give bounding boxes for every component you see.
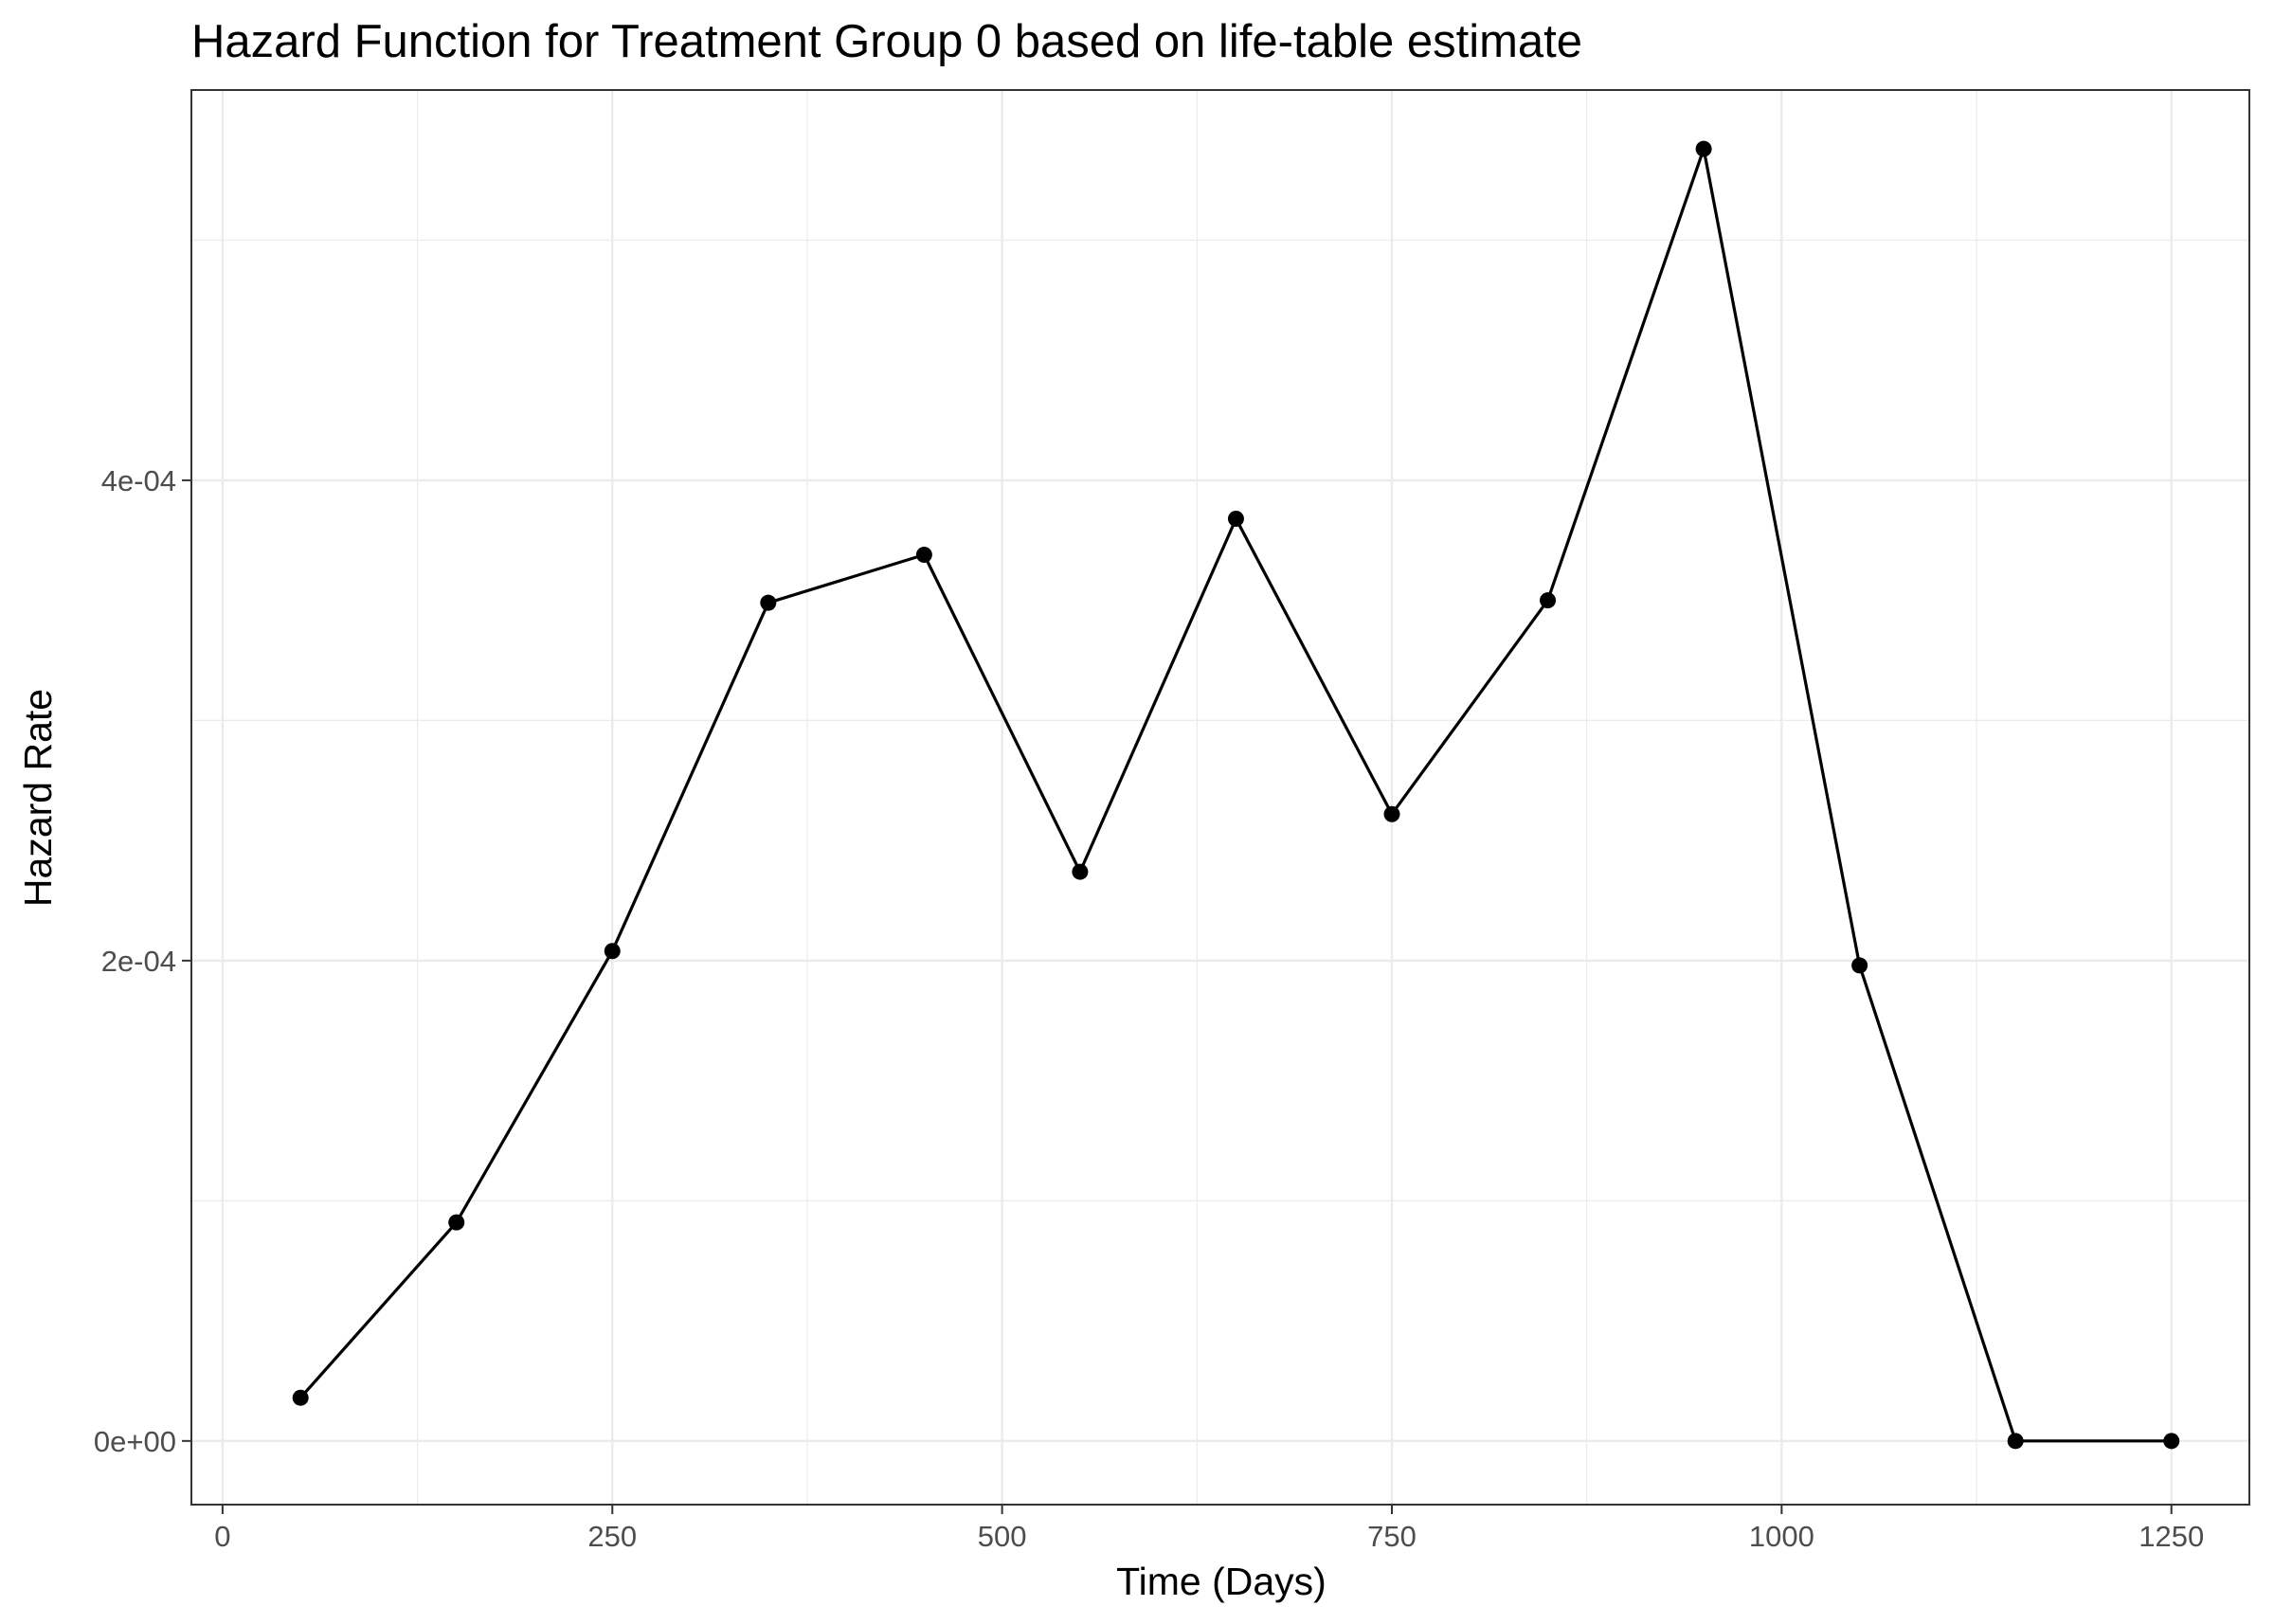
data-point xyxy=(2007,1433,2024,1450)
chart-title: Hazard Function for Treatment Group 0 ba… xyxy=(191,16,1582,67)
data-point xyxy=(1072,863,1089,880)
data-point xyxy=(1851,957,1868,974)
data-point xyxy=(1383,805,1400,822)
x-tick-label: 250 xyxy=(587,1520,637,1553)
y-axis-label: Hazard Rate xyxy=(16,689,60,907)
y-axis: 0e+00 2e-04 4e-04 xyxy=(94,464,191,1458)
data-point xyxy=(915,546,932,563)
y-tick-label: 0e+00 xyxy=(94,1425,176,1458)
data-point xyxy=(2163,1433,2180,1450)
series-line xyxy=(299,147,2172,1443)
data-point xyxy=(760,594,777,611)
x-axis: 0 250 500 750 1000 1250 xyxy=(214,1505,2204,1553)
x-axis-label: Time (Days) xyxy=(1116,1560,1326,1603)
data-point xyxy=(292,1389,309,1406)
minor-gridlines xyxy=(191,90,2249,1505)
y-tick-label: 2e-04 xyxy=(101,945,176,978)
x-tick-label: 1250 xyxy=(2139,1520,2204,1553)
data-point xyxy=(1695,140,1712,157)
data-point xyxy=(1227,510,1244,527)
panel-border xyxy=(190,89,2250,1506)
x-tick-label: 1000 xyxy=(1749,1520,1814,1553)
data-point xyxy=(604,943,621,960)
major-gridlines xyxy=(191,90,2249,1505)
x-tick-label: 0 xyxy=(214,1520,230,1553)
y-tick-label: 4e-04 xyxy=(101,464,176,497)
data-point xyxy=(1540,592,1557,609)
x-tick-label: 750 xyxy=(1367,1520,1417,1553)
data-point xyxy=(448,1214,465,1231)
series-layer xyxy=(292,140,2180,1450)
x-tick-label: 500 xyxy=(978,1520,1027,1553)
